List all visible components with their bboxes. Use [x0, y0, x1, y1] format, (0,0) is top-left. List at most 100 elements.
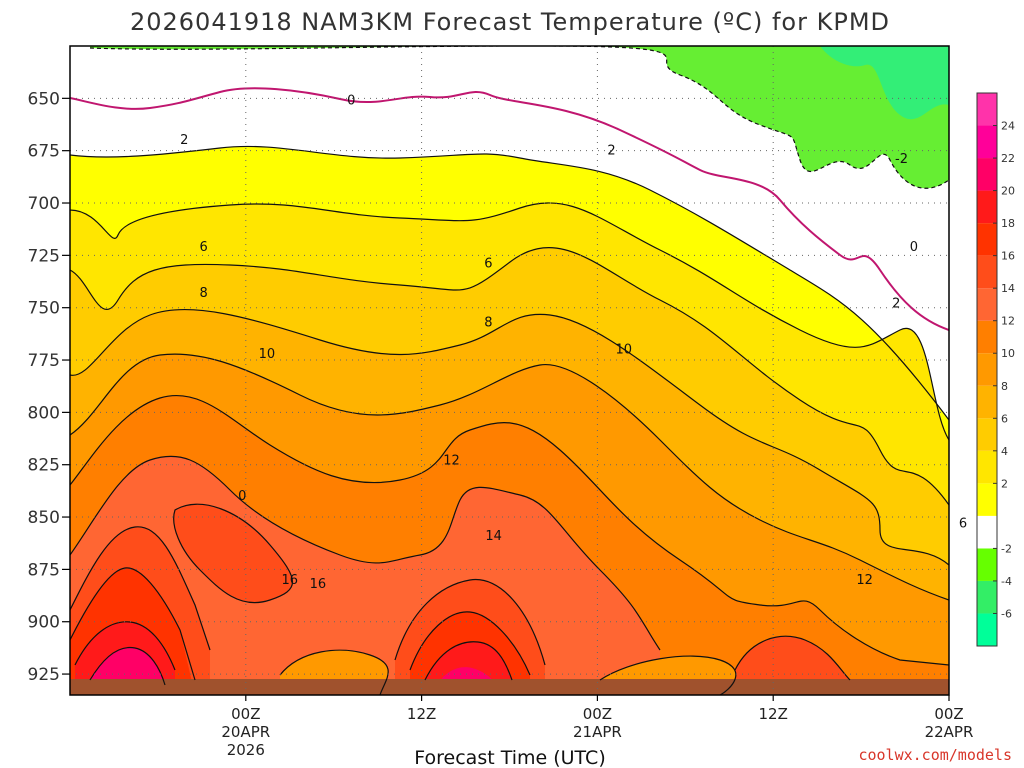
colorbar-tick-label: 4	[1001, 445, 1008, 458]
contour-label: 6	[484, 257, 492, 272]
isotherm-18-b	[409, 611, 531, 676]
y-tick-label: 875	[28, 560, 60, 580]
isotherm-14-loop-b	[599, 655, 737, 695]
contour-label: -2	[895, 152, 908, 167]
colorbar-segment	[977, 450, 997, 484]
colorbar-segment	[977, 158, 997, 191]
colorbar-segment	[977, 385, 997, 419]
colorbar-tick-label: 16	[1001, 250, 1015, 263]
colorbar-tick-label: -4	[1001, 575, 1012, 588]
contour-fill-group	[70, 46, 949, 695]
colorbar-segment	[977, 223, 997, 256]
contour-label: 2	[180, 133, 188, 148]
isotherm-10	[70, 353, 949, 601]
band-minus4-minus2-green	[820, 46, 949, 120]
y-tick-label: 675	[28, 142, 60, 162]
colorbar-tick-label: 2	[1001, 477, 1008, 490]
colorbar-segment	[977, 93, 997, 126]
contour-label: 6	[959, 516, 967, 531]
colorbar-tick-label: 20	[1001, 185, 1015, 198]
y-axis: 650 675 700 725 750 775 800 825 850 875 900 925	[28, 89, 70, 685]
x-axis-label: Forecast Time (UTC)	[414, 747, 605, 768]
contour-label: 12	[443, 454, 460, 469]
credit-text: coolwx.com/models	[858, 746, 1012, 764]
isotherm-20-b	[424, 641, 513, 681]
x-tick-label: 00Z	[934, 705, 963, 723]
isotherm-0	[70, 87, 949, 331]
isotherm-16	[70, 526, 211, 651]
colorbar-tick-label: 14	[1001, 282, 1015, 295]
isotherm-16-c	[394, 578, 546, 666]
colorbar-segment	[977, 548, 997, 581]
x-tick-label: 12Z	[407, 705, 436, 723]
x-tick-label: 00Z	[583, 705, 612, 723]
isotherm-18	[70, 567, 196, 681]
chart-title: 2026041918 NAM3KM Forecast Temperature (…	[130, 8, 890, 36]
isotherm-4	[70, 202, 949, 441]
colorbar-tick-label: 12	[1001, 315, 1015, 328]
colorbar-segment	[977, 515, 997, 549]
y-tick-label: 725	[28, 246, 60, 266]
isotherm-2	[70, 145, 949, 421]
y-tick-label: 900	[28, 613, 60, 633]
y-tick-label: 700	[28, 194, 60, 214]
y-tick-label: 775	[28, 351, 60, 371]
band-16-18-b	[173, 504, 293, 603]
colorbar-segment	[977, 613, 997, 646]
contour-label: 16	[281, 573, 298, 588]
contour-label: 0	[910, 240, 918, 255]
y-tick-label: 850	[28, 508, 60, 528]
colorbar-tick-label: 8	[1001, 380, 1008, 393]
y-tick-label: 925	[28, 665, 60, 685]
isotherm-14-loop	[279, 649, 389, 695]
contour-label: 2	[607, 144, 615, 159]
isotherm-14	[70, 455, 661, 651]
y-tick-label: 800	[28, 403, 60, 423]
colorbar-tick-label: 10	[1001, 347, 1015, 360]
x-tick-date: 21APR	[573, 723, 622, 741]
contour-label: 8	[484, 315, 492, 330]
colorbar-segment	[977, 580, 997, 614]
isotherm-16-d	[734, 635, 851, 681]
colorbar-segment	[977, 353, 997, 386]
ground-layer	[70, 679, 949, 695]
colorbar-segment	[977, 190, 997, 224]
colorbar-tick-label: -2	[1001, 542, 1012, 555]
x-tick-year: 2026	[227, 741, 265, 759]
isotherm-12	[70, 394, 949, 666]
contour-label: 8	[199, 286, 207, 301]
x-tick-date: 20APR	[221, 723, 270, 741]
colorbar-segment	[977, 255, 997, 289]
colorbar-segment	[977, 418, 997, 451]
colorbar-tick-label: 6	[1001, 412, 1008, 425]
y-tick-label: 825	[28, 456, 60, 476]
x-tick-label: 00Z	[231, 705, 260, 723]
plot-frame	[69, 45, 950, 696]
grid	[70, 46, 950, 695]
isotherm-16-b	[173, 503, 294, 604]
x-tick-date: 22APR	[925, 723, 974, 741]
y-tick-label: 750	[28, 299, 60, 319]
contour-label: 0	[347, 93, 355, 108]
contour-label: 14	[485, 529, 502, 544]
colorbar-segment	[977, 288, 997, 321]
contour-label: 2	[892, 297, 900, 312]
contour-label: 6	[199, 240, 207, 255]
isotherm-22	[89, 646, 166, 686]
colorbar-segment	[977, 320, 997, 354]
colorbar-tick-label: -6	[1001, 607, 1012, 620]
colorbar-tick-label: 18	[1001, 217, 1015, 230]
contour-label: 16	[310, 577, 327, 592]
contour-label: 10	[615, 343, 632, 358]
colorbar-segment	[977, 125, 997, 159]
contour-label: 12	[856, 573, 873, 588]
colorbar-frame	[976, 92, 998, 647]
contour-label: 0	[238, 489, 246, 504]
x-tick-label: 12Z	[759, 705, 788, 723]
contour-label: 10	[259, 347, 276, 362]
isotherm-8	[70, 308, 949, 566]
colorbar-tick-label: 22	[1001, 152, 1015, 165]
